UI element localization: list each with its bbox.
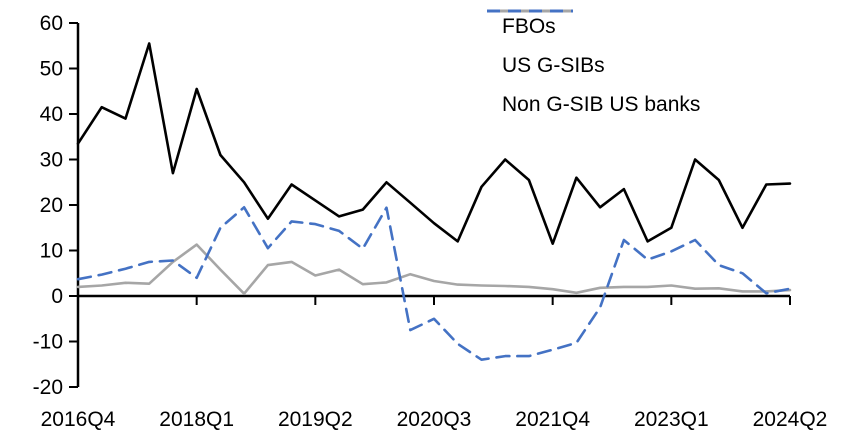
y-tick-label: -10: [33, 331, 63, 354]
chart-legend: FBOs US G-SIBs Non G-SIB US banks: [487, 7, 700, 124]
x-tick-label: 2024Q2: [753, 408, 828, 431]
legend-label-us-gsibs: US G-SIBs: [502, 54, 605, 77]
legend-item-non-gsib-us-banks: Non G-SIB US banks: [487, 9, 701, 124]
non-gsib-us-banks-line-sample: [487, 9, 573, 13]
series-line-non-g-sib-us-banks: [76, 206, 792, 362]
legend-item-us-gsibs: US G-SIBs: [487, 9, 700, 85]
x-tick-label: 2018Q1: [159, 408, 234, 431]
legend-label-fbos: FBOs: [502, 15, 556, 38]
y-tick-label: 10: [40, 240, 63, 263]
x-tick-label: 2020Q3: [397, 408, 472, 431]
y-tick-label: 20: [40, 194, 63, 217]
series-line-us-g-sibs: [76, 243, 792, 296]
y-tick-label: 40: [40, 103, 63, 126]
x-tick-label: 2019Q2: [278, 408, 353, 431]
y-tick-label: -20: [33, 376, 63, 399]
series-line-fbos: [76, 42, 792, 245]
x-tick-label: 2023Q1: [634, 408, 709, 431]
y-tick-label: 60: [40, 12, 63, 35]
x-tick-label: 2016Q4: [41, 408, 116, 431]
y-tick-label: 50: [40, 58, 63, 81]
x-tick-label: 2021Q4: [515, 408, 590, 431]
y-tick-label: 30: [40, 149, 63, 172]
y-tick-label: 0: [51, 285, 63, 308]
legend-label-non-gsib-us-banks: Non G-SIB US banks: [502, 93, 701, 116]
